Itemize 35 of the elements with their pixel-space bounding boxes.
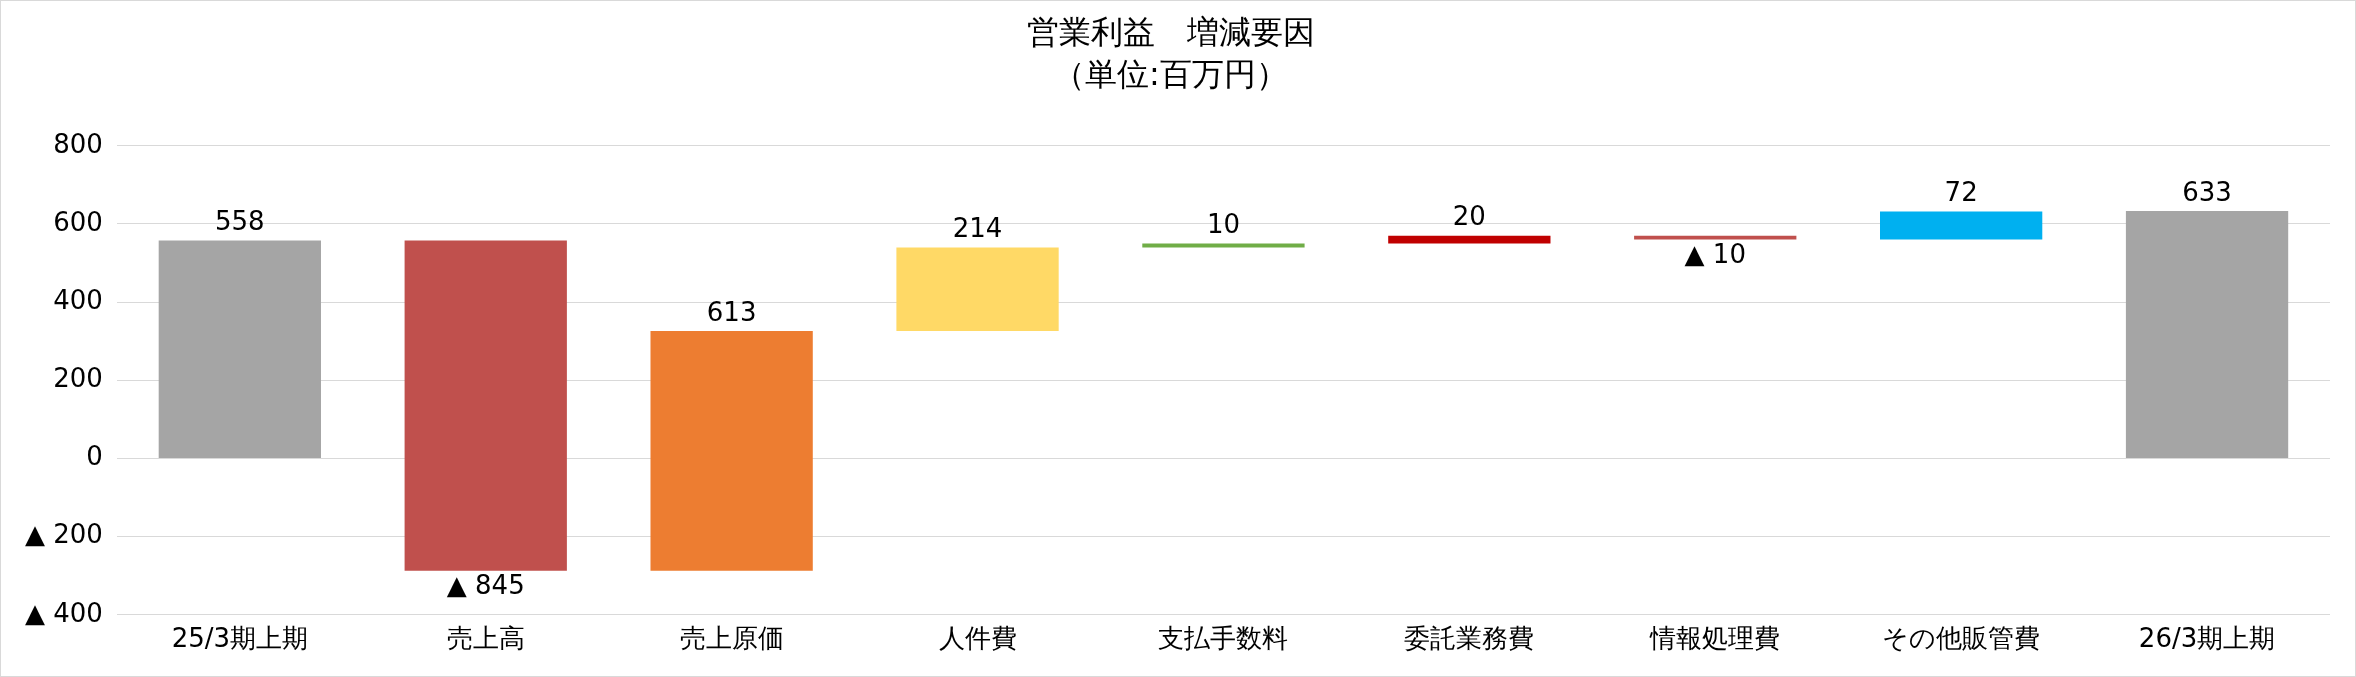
bar xyxy=(1634,235,1797,240)
bar xyxy=(1880,211,2043,240)
x-tick-label: 売上原価 xyxy=(679,623,784,654)
y-tick-label: ▲ 400 xyxy=(25,597,103,628)
data-label: 72 xyxy=(1944,177,1978,208)
y-tick-label: ▲ 200 xyxy=(25,519,103,550)
data-label: ▲ 10 xyxy=(1684,239,1746,270)
y-tick-label: 400 xyxy=(53,284,103,315)
data-label: ▲ 845 xyxy=(446,570,525,601)
bar xyxy=(404,240,567,571)
x-tick-label: その他販管費 xyxy=(1882,623,2041,654)
y-tick-label: 800 xyxy=(53,128,103,159)
bar xyxy=(2125,211,2289,458)
x-tick-label: 支払手数料 xyxy=(1158,623,1289,654)
data-label: 10 xyxy=(1206,209,1240,240)
data-label: 20 xyxy=(1452,201,1486,232)
y-tick-label: 200 xyxy=(53,363,103,394)
y-tick-label: 0 xyxy=(86,441,103,472)
x-tick-label: 売上高 xyxy=(446,623,525,654)
data-label: 214 xyxy=(952,213,1003,244)
bar xyxy=(896,247,1059,332)
x-tick-label: 人件費 xyxy=(938,623,1017,654)
chart-subtitle: （単位:百万円） xyxy=(1053,54,1288,93)
x-tick-label: 26/3期上期 xyxy=(2138,623,2276,654)
data-label: 633 xyxy=(2182,176,2232,207)
x-tick-label: 情報処理費 xyxy=(1649,623,1781,654)
bar xyxy=(650,331,813,571)
x-tick-label: 委託業務費 xyxy=(1404,623,1535,654)
data-label: 558 xyxy=(215,206,265,237)
bar xyxy=(1388,235,1551,244)
y-tick-label: 600 xyxy=(53,206,103,237)
chart-title: 営業利益 増減要因 xyxy=(1026,12,1315,51)
x-tick-label: 25/3期上期 xyxy=(171,623,309,654)
bar xyxy=(158,240,321,458)
data-label: 613 xyxy=(706,296,757,327)
